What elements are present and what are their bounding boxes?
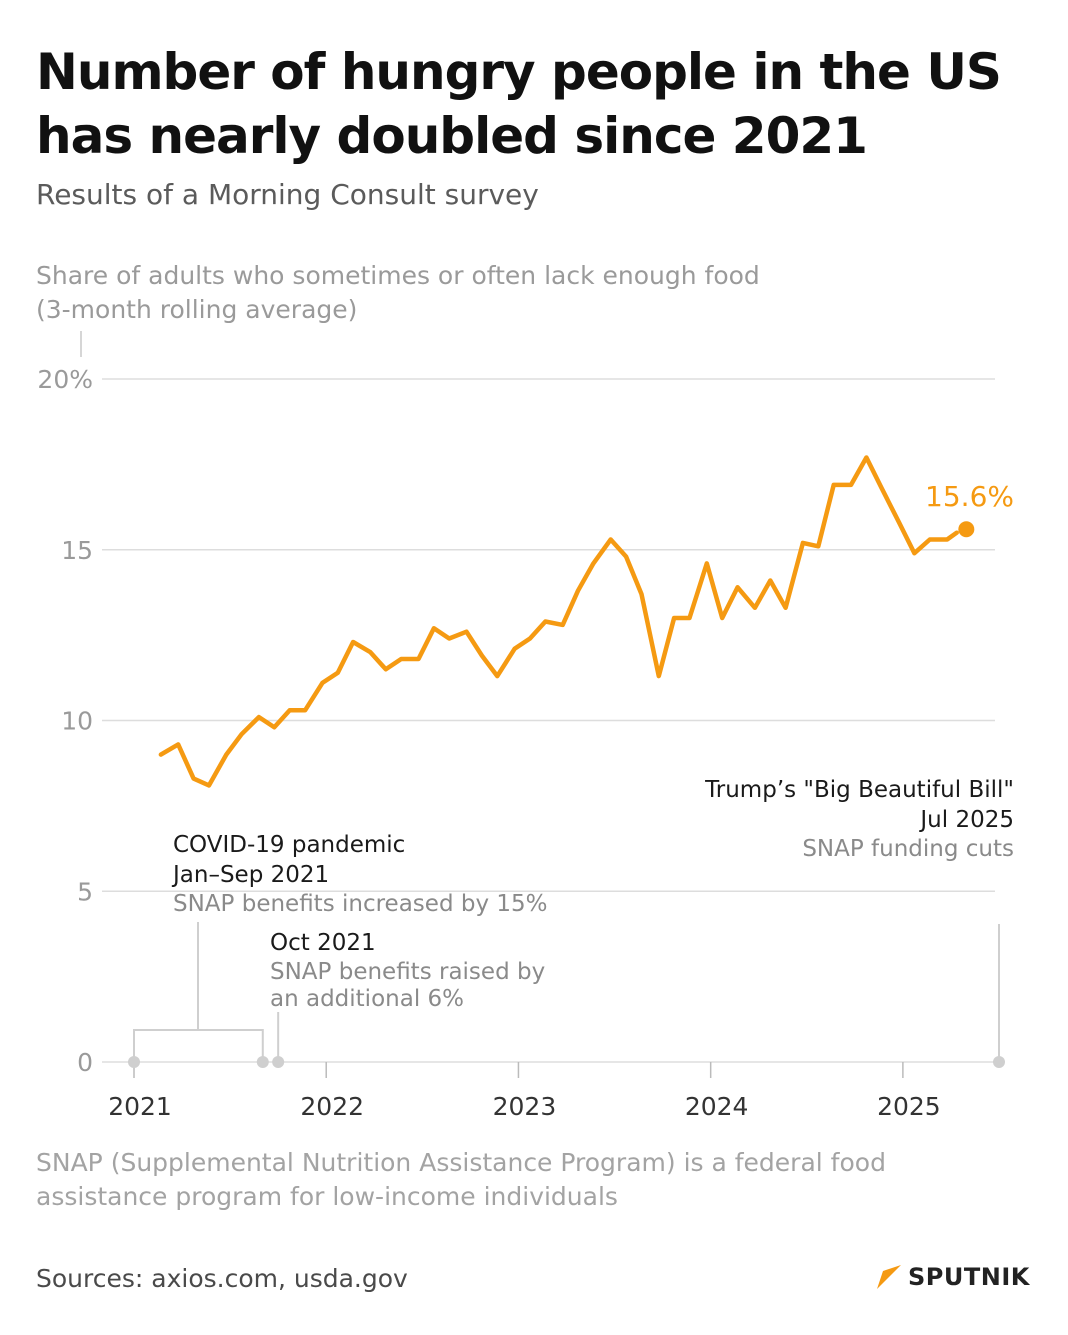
covid-annotation-desc: SNAP benefits increased by 15% [173, 891, 548, 917]
annotations: COVID-19 pandemic Jan–Sep 2021 SNAP benefi… [128, 777, 1014, 1068]
y-tick-label: 0 [77, 1048, 93, 1077]
x-tick-label: 2024 [685, 1092, 749, 1121]
footnote-line-2: assistance program for low-income indivi… [36, 1182, 618, 1211]
last-point-marker [958, 521, 975, 538]
series: 15.6% [158, 455, 1014, 788]
title-line-1: Number of hungry people in the US [36, 43, 1002, 101]
chart-subtitle: Results of a Morning Consult survey [36, 178, 539, 211]
oct-2021-marker [272, 1056, 285, 1068]
x-tick-label: 2021 [108, 1092, 172, 1121]
y-tick-label: 15 [61, 536, 93, 565]
sputnik-logo[interactable]: SPUTNIK [874, 1262, 1030, 1292]
sputnik-logo-icon [877, 1265, 901, 1289]
series-line [158, 455, 959, 788]
covid-end-marker [256, 1056, 269, 1068]
x-tick-label: 2022 [300, 1092, 364, 1121]
gridlines [80, 331, 995, 1063]
y-tick-labels: 0 5 10 15 20% [37, 365, 93, 1077]
y-tick-label: 20% [37, 365, 93, 394]
y-tick-label: 5 [77, 877, 93, 906]
y-axis-label: Share of adults who sometimes or often l… [36, 259, 856, 327]
x-tick-label: 2023 [493, 1092, 557, 1121]
chart-title: Number of hungry people in the US has ne… [36, 40, 1036, 168]
covid-annotation-title: COVID-19 pandemic [173, 832, 405, 858]
footnote-line-1: SNAP (Supplemental Nutrition Assistance … [36, 1148, 886, 1177]
bill-annotation-title: Trump’s "Big Beautiful Bill" [704, 777, 1014, 803]
oct-2021-annotation-desc-1: SNAP benefits raised by [270, 959, 545, 985]
sources: Sources: axios.com, usda.gov [36, 1264, 408, 1293]
y-tick-label: 10 [61, 707, 93, 736]
last-point-label: 15.6% [925, 480, 1014, 513]
y-axis-label-line-1: Share of adults who sometimes or often l… [36, 261, 760, 290]
x-tick-labels: 2021 2022 2023 2024 2025 [108, 1062, 941, 1121]
covid-annotation-date: Jan–Sep 2021 [171, 862, 329, 888]
bill-annotation-desc: SNAP funding cuts [802, 836, 1014, 862]
title-line-2: has nearly doubled since 2021 [36, 107, 868, 165]
covid-start-marker [128, 1056, 140, 1068]
logo-text: SPUTNIK [908, 1263, 1030, 1291]
oct-2021-annotation-date: Oct 2021 [270, 930, 376, 956]
y-axis-label-line-2: (3-month rolling average) [36, 295, 358, 324]
covid-bracket [133, 1029, 264, 1062]
bill-annotation-date: Jul 2025 [918, 807, 1014, 833]
x-tick-label: 2025 [877, 1092, 941, 1121]
bill-marker [993, 1056, 1005, 1068]
line-chart: 0 5 10 15 20% 2021 2022 2023 2024 2025 COVID-19 … [37, 331, 1014, 1121]
footnote: SNAP (Supplemental Nutrition Assistance … [36, 1146, 996, 1214]
oct-2021-annotation-desc-2: an additional 6% [270, 986, 464, 1012]
